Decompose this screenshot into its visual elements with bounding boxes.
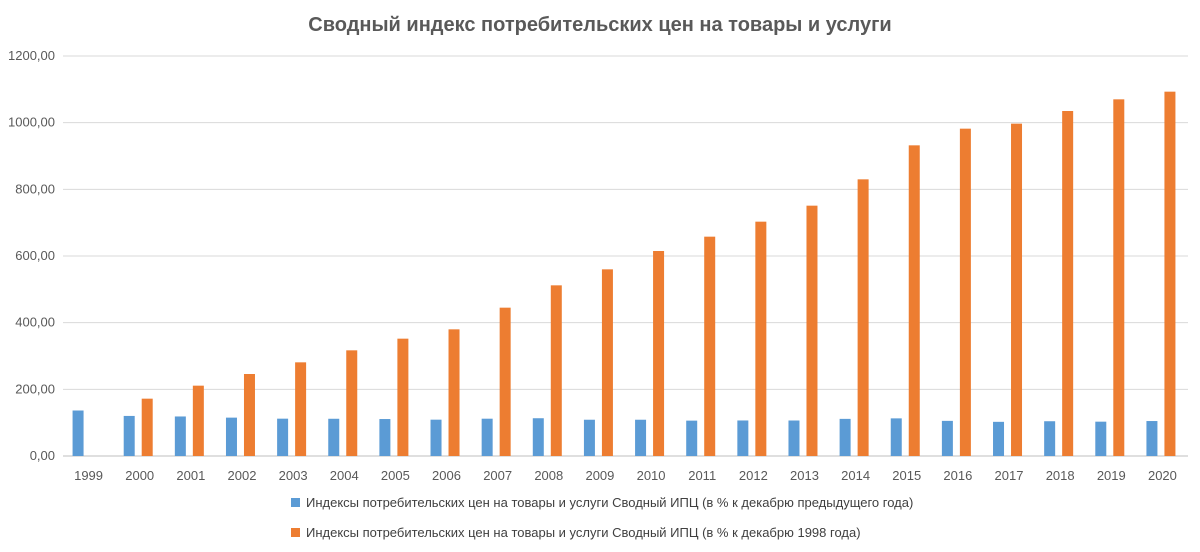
bar-series-2-2010 [653,251,665,456]
x-tick-label: 2003 [279,468,308,483]
y-tick-label: 600,00 [15,248,55,263]
bar-series-2-2001 [192,385,204,456]
bar-series-1-2011 [686,420,698,456]
bar-series-1-2017 [993,421,1005,456]
legend-item-series-2: Индексы потребительских цен на товары и … [291,525,861,540]
x-tick-label: 2014 [841,468,870,483]
bar-series-1-2014 [839,418,851,456]
bar-series-1-2002 [225,417,237,456]
bar-series-2-2018 [1062,111,1074,456]
bar-series-1-2001 [174,416,186,456]
bar-series-2-2012 [755,221,767,456]
x-tick-label: 2004 [330,468,359,483]
bar-series-1-2010 [635,419,647,456]
bar-series-1-2020 [1146,421,1158,456]
bar-series-1-2004 [328,418,340,456]
legend-label: Индексы потребительских цен на товары и … [306,525,861,540]
bar-series-2-2011 [704,236,716,456]
y-tick-label: 1200,00 [8,48,55,63]
bar-series-2-2014 [857,179,869,457]
bar-series-2-2005 [397,338,409,456]
bar-series-2-2013 [806,205,818,456]
bar-series-2-2019 [1113,99,1125,456]
x-tick-label: 2015 [892,468,921,483]
bar-series-2-2000 [141,398,153,456]
bar-series-1-2018 [1044,421,1056,456]
bar-series-2-2015 [908,145,920,457]
x-tick-label: 2001 [176,468,205,483]
bar-chart: 0,00 200,00 400,00 600,00 800,00 1000,00 1200,… [8,48,1188,483]
y-tick-label: 800,00 [15,181,55,196]
bar-series-1-2019 [1095,421,1107,456]
bar-series-2-2008 [550,285,562,456]
bar-series-2-2006 [448,329,460,456]
x-tick-label: 2016 [943,468,972,483]
legend-swatch-blue [291,498,300,507]
x-tick-label: 2017 [995,468,1024,483]
bar-series-1-2009 [583,419,595,456]
x-tick-label: 1999 [74,468,103,483]
x-tick-label: 2019 [1097,468,1126,483]
bar-series-2-2007 [499,307,511,456]
bar-series-1-2008 [532,418,544,456]
x-tick-label: 2009 [585,468,614,483]
x-tick-label: 2007 [483,468,512,483]
bar-series-1-2016 [941,420,953,456]
bar-series-1-2013 [788,420,800,456]
chart-title: Сводный индекс потребительских цен на то… [308,14,892,36]
bar-series-1-1999 [72,410,84,456]
x-tick-label: 2010 [637,468,666,483]
x-tick-label: 2012 [739,468,768,483]
x-tick-label: 2008 [534,468,563,483]
bar-series-1-2007 [481,418,493,456]
legend-swatch-orange [291,528,300,537]
bar-series-2-2017 [1011,123,1023,457]
legend-label: Индексы потребительских цен на товары и … [306,495,914,510]
legend-item-series-1: Индексы потребительских цен на товары и … [291,495,913,510]
y-tick-label: 200,00 [15,381,55,396]
y-tick-label: 400,00 [15,315,55,330]
x-tick-label: 2013 [790,468,819,483]
bar-series-2-2009 [601,269,613,456]
y-tick-label: 1000,00 [8,115,55,130]
bar-series-2-2020 [1164,91,1176,457]
bar-series-1-2006 [430,419,442,456]
x-tick-label: 2002 [228,468,257,483]
bar-series-1-2015 [890,418,902,456]
bar-series-2-2003 [295,362,307,456]
y-tick-label: 0,00 [30,448,55,463]
x-tick-label: 2018 [1046,468,1075,483]
x-tick-label: 2006 [432,468,461,483]
bar-series-2-2004 [346,350,358,456]
bar-series-2-2002 [243,374,255,456]
bar-series-1-2003 [277,418,289,456]
bar-series-2-2016 [959,128,971,456]
x-tick-label: 2000 [125,468,154,483]
x-tick-label: 2005 [381,468,410,483]
bar-series-1-2012 [737,420,749,456]
bar-series-1-2005 [379,419,391,456]
x-tick-label: 2020 [1148,468,1177,483]
bar-series-1-2000 [123,415,135,456]
x-tick-label: 2011 [688,468,716,483]
